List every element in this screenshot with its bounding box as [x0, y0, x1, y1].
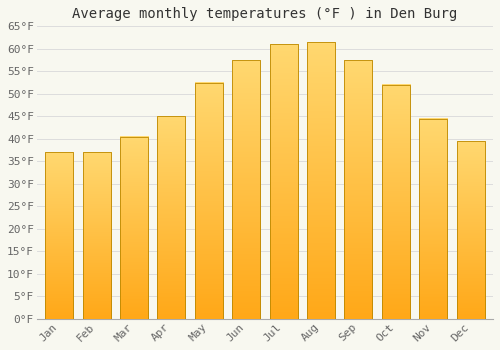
Bar [270, 44, 297, 319]
Bar [419, 119, 447, 319]
Title: Average monthly temperatures (°F ) in Den Burg: Average monthly temperatures (°F ) in De… [72, 7, 458, 21]
Bar [456, 141, 484, 319]
Bar [307, 42, 335, 319]
Bar [158, 116, 186, 319]
Bar [232, 60, 260, 319]
Bar [344, 60, 372, 319]
Bar [120, 136, 148, 319]
Bar [45, 152, 73, 319]
Bar [195, 83, 223, 319]
Bar [382, 85, 410, 319]
Bar [82, 152, 110, 319]
